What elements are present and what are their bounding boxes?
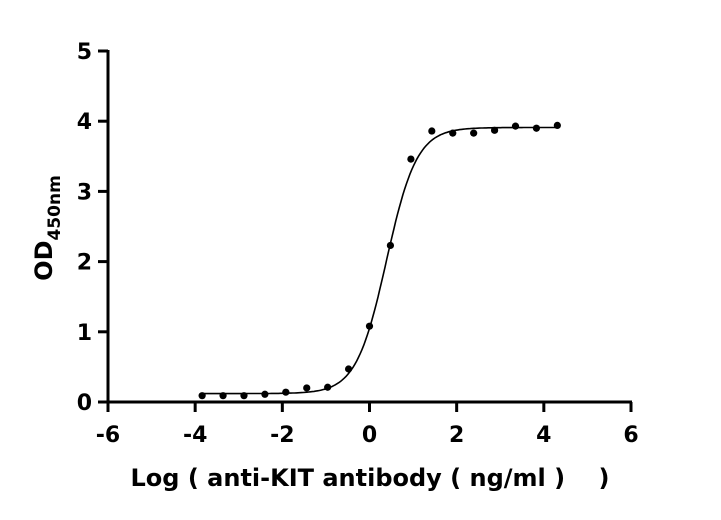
data-point — [324, 383, 332, 391]
x-tick-label: 4 — [536, 423, 551, 448]
data-point — [532, 124, 541, 132]
data-point — [240, 392, 248, 400]
data-point — [511, 122, 520, 130]
y-axis-label: OD450nm — [30, 175, 65, 281]
data-point — [303, 384, 311, 392]
data-point — [365, 322, 374, 330]
data-point — [553, 121, 561, 130]
data-point — [344, 365, 353, 373]
x-axis-label: Log ( anti-KIT antibody ( ng/ml ) ) — [131, 464, 610, 492]
data-point — [282, 388, 290, 396]
y-tick-label: 5 — [77, 40, 92, 65]
y-tick-label: 0 — [77, 391, 92, 416]
x-tick-label: 6 — [623, 423, 638, 448]
data-point — [386, 241, 395, 250]
x-tick-label: 0 — [362, 423, 377, 448]
y-tick-label: 3 — [77, 180, 92, 205]
data-point — [198, 392, 206, 400]
fit-curve — [202, 126, 558, 395]
data-point — [449, 129, 457, 137]
data-point — [261, 390, 269, 398]
x-tick-label: -6 — [96, 423, 120, 448]
x-tick-label: -2 — [270, 423, 294, 448]
data-point — [407, 155, 415, 163]
data-point — [490, 126, 499, 134]
data-point — [470, 129, 478, 137]
x-tick-label: 2 — [449, 423, 464, 448]
y-tick-label: 2 — [77, 251, 92, 276]
y-tick-label: 1 — [77, 321, 92, 346]
data-point — [219, 392, 227, 400]
x-tick-label: -4 — [183, 423, 207, 448]
data-point — [428, 127, 436, 135]
y-tick-label: 4 — [77, 110, 92, 135]
